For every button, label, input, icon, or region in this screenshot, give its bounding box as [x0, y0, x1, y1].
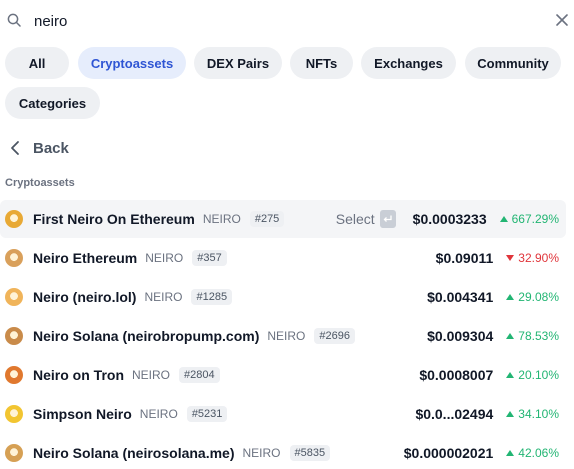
coin-price: $0.004341 — [427, 289, 494, 305]
search-bar — [0, 0, 574, 42]
price-change-value: 29.08% — [518, 290, 559, 304]
caret-up-icon — [506, 294, 515, 300]
caret-up-icon — [499, 216, 508, 222]
coin-name: Neiro Solana (neirosolana.me) — [33, 445, 235, 461]
result-info: Neiro Solana (neirosolana.me) NEIRO #5835 — [33, 434, 331, 469]
result-values: $0.09011 32.90% — [436, 239, 559, 277]
filter-exchanges[interactable]: Exchanges — [361, 47, 456, 79]
price-change-value: 20.10% — [518, 368, 559, 382]
coin-symbol: NEIRO — [242, 446, 281, 460]
coin-name: Neiro Solana (neirobropump.com) — [33, 328, 260, 344]
coin-symbol: NEIRO — [144, 290, 183, 304]
rank-badge: #5231 — [186, 406, 228, 422]
caret-up-icon — [506, 372, 515, 378]
rank-badge: #1285 — [191, 289, 233, 305]
search-input[interactable] — [34, 9, 514, 33]
coin-name: Neiro (neiro.lol) — [33, 289, 137, 305]
coin-price: $0.000002021 — [403, 445, 494, 461]
coin-symbol: NEIRO — [139, 407, 178, 421]
result-info: First Neiro On Ethereum NEIRO #275 — [33, 200, 285, 238]
filter-nfts[interactable]: NFTs — [290, 47, 353, 79]
coin-symbol: NEIRO — [202, 212, 241, 226]
neiro-lol-coin-icon — [5, 288, 23, 306]
result-row[interactable]: Neiro on Tron NEIRO #2804 $0.0008007 20.10% — [0, 356, 566, 394]
caret-up-icon — [506, 333, 515, 339]
price-change: 29.08% — [506, 290, 559, 304]
coin-price: $0.009304 — [427, 328, 494, 344]
caret-down-icon — [506, 255, 515, 261]
coin-price: $0.0003233 — [412, 211, 487, 227]
result-info: Neiro on Tron NEIRO #2804 — [33, 356, 220, 394]
coin-name: Simpson Neiro — [33, 406, 132, 422]
result-values: $0.004341 29.08% — [427, 278, 559, 316]
back-label: Back — [33, 139, 69, 157]
coin-price: $0.09011 — [435, 250, 494, 266]
filter-dex-pairs[interactable]: DEX Pairs — [194, 47, 282, 79]
price-change-value: 34.10% — [518, 407, 559, 421]
result-row[interactable]: Neiro Solana (neirosolana.me) NEIRO #5835 $… — [0, 434, 566, 469]
result-row[interactable]: Neiro Ethereum NEIRO #357 $0.09011 32.90% — [0, 239, 566, 277]
search-icon — [7, 13, 21, 27]
neiro-tron-coin-icon — [5, 366, 23, 384]
coin-name: Neiro on Tron — [33, 367, 124, 383]
rank-badge: #2804 — [179, 367, 220, 383]
result-info: Simpson Neiro NEIRO #5231 — [33, 395, 228, 433]
coin-price: $0.0008007 — [419, 367, 494, 383]
neiro-ethereum-coin-icon — [5, 249, 23, 267]
result-values: $0.0008007 20.10% — [419, 356, 559, 394]
price-change: 20.10% — [506, 368, 559, 382]
result-info: Neiro Solana (neirobropump.com) NEIRO #269… — [33, 317, 355, 355]
result-values: Select $0.0003233 667.29% — [336, 200, 559, 238]
select-hint: Select — [335, 211, 375, 227]
close-icon[interactable] — [554, 12, 570, 28]
section-label: Cryptoassets — [5, 177, 75, 189]
result-info: Neiro (neiro.lol) NEIRO #1285 — [33, 278, 233, 316]
coin-symbol: NEIRO — [145, 251, 184, 265]
price-change: 42.06% — [506, 446, 559, 460]
back-button[interactable]: Back — [9, 136, 69, 160]
enter-key-icon — [379, 210, 396, 228]
first-neiro-coin-icon — [5, 210, 23, 228]
chevron-left-icon — [11, 141, 19, 155]
coin-name: Neiro Ethereum — [33, 250, 138, 266]
result-row[interactable]: First Neiro On Ethereum NEIRO #275 Select $0… — [0, 200, 566, 238]
price-change-value: 42.06% — [518, 446, 559, 460]
price-change-value: 32.90% — [518, 251, 559, 265]
simpson-neiro-coin-icon — [5, 405, 23, 423]
coin-price: $0.0...02494 — [415, 406, 494, 422]
neiro-solana-me-coin-icon — [5, 444, 23, 462]
price-change: 78.53% — [506, 329, 559, 343]
filter-all[interactable]: All — [5, 47, 69, 79]
filter-cryptoassets[interactable]: Cryptoassets — [78, 47, 186, 79]
coin-symbol: NEIRO — [132, 368, 171, 382]
result-row[interactable]: Simpson Neiro NEIRO #5231 $0.0...02494 34.10… — [0, 395, 566, 433]
result-info: Neiro Ethereum NEIRO #357 — [33, 239, 227, 277]
caret-up-icon — [506, 411, 515, 417]
result-row[interactable]: Neiro Solana (neirobropump.com) NEIRO #269… — [0, 317, 566, 355]
price-change: 667.29% — [499, 212, 559, 226]
price-change: 32.90% — [506, 251, 559, 265]
result-values: $0.000002021 42.06% — [404, 434, 559, 469]
rank-badge: #357 — [192, 250, 227, 266]
price-change-value: 78.53% — [518, 329, 559, 343]
price-change-value: 667.29% — [511, 212, 559, 226]
coin-symbol: NEIRO — [267, 329, 306, 343]
filter-categories[interactable]: Categories — [5, 87, 100, 119]
caret-up-icon — [506, 450, 515, 456]
result-row[interactable]: Neiro (neiro.lol) NEIRO #1285 $0.004341 29.0… — [0, 278, 566, 316]
filter-community[interactable]: Community — [465, 47, 561, 79]
price-change: 34.10% — [506, 407, 559, 421]
result-values: $0.0...02494 34.10% — [415, 395, 559, 433]
neiro-solana-coin-icon — [5, 327, 23, 345]
coin-name: First Neiro On Ethereum — [33, 211, 195, 227]
rank-badge: #5835 — [289, 445, 331, 461]
result-values: $0.009304 78.53% — [427, 317, 559, 355]
rank-badge: #2696 — [314, 328, 355, 344]
rank-badge: #275 — [249, 211, 285, 227]
